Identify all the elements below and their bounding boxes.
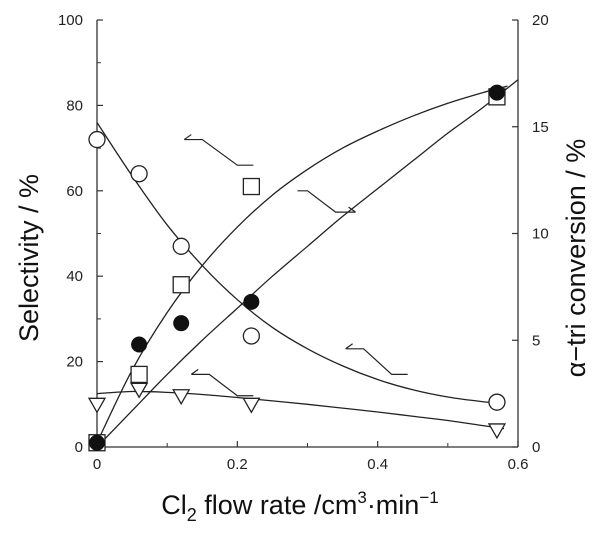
series-3-point <box>172 389 191 406</box>
annotation-arrow-3 <box>190 368 254 397</box>
series-0-point <box>488 393 506 411</box>
series-0-point <box>172 237 190 255</box>
series-3-curve <box>96 390 505 430</box>
series-0-point <box>242 327 261 345</box>
x-tick-label: 0.2 <box>227 456 248 473</box>
annotation-arrow-2 <box>345 343 408 376</box>
y-axis-title: Selectivity / % <box>14 174 44 342</box>
x-tick-label: 0 <box>93 456 101 473</box>
series-2-point <box>131 336 148 353</box>
y-tick-label: 100 <box>58 12 83 29</box>
y-tick-label: 20 <box>66 354 83 371</box>
series-0-point <box>88 130 106 149</box>
x-tick-label: 0.4 <box>367 456 388 473</box>
y2-tick-label: 20 <box>532 12 549 29</box>
series-2-point <box>488 84 505 101</box>
annotation-arrows <box>183 134 408 397</box>
series-3-point <box>129 382 149 399</box>
series-3-point <box>242 397 261 414</box>
fit-curves <box>96 79 519 448</box>
series-0-point <box>130 165 148 183</box>
y-tick-label: 0 <box>75 439 83 456</box>
annotation-arrow-0 <box>183 134 254 166</box>
y2-tick-label: 15 <box>532 119 549 136</box>
axes <box>96 20 519 448</box>
series-2-point <box>173 315 190 332</box>
x-axis-title-subscript: 2 <box>187 505 197 525</box>
series-1-curve <box>96 85 508 444</box>
data-points <box>87 84 507 452</box>
series-2-curve <box>96 79 519 448</box>
annotation-arrow-1 <box>297 190 356 213</box>
x-axis-title: Cl2 flow rate /cm3·min−1 <box>161 488 438 525</box>
y-tick-label: 60 <box>66 183 83 200</box>
x-axis-title-sup: 3 <box>357 488 366 507</box>
y2-tick-label: 0 <box>532 439 540 456</box>
tick-marks <box>96 19 519 448</box>
x-axis-title-mid: ·min <box>367 490 420 520</box>
x-axis-title-sup2: −1 <box>419 488 438 507</box>
y2-tick-label: 10 <box>532 226 549 243</box>
y-tick-label: 40 <box>66 268 83 285</box>
y-tick-label: 80 <box>66 97 83 114</box>
series-2-point <box>243 293 260 310</box>
series-3-point <box>87 397 107 414</box>
series-0-curve <box>96 122 505 405</box>
series-1-point <box>242 177 261 196</box>
y2-axis-title: α−tri conversion / % <box>561 139 591 377</box>
series-1-point <box>130 365 148 384</box>
x-tick-label: 0.6 <box>508 456 529 473</box>
y2-tick-label: 5 <box>532 332 540 349</box>
x-axis-title-rest: flow rate /cm <box>197 490 358 520</box>
x-axis-title-cl: Cl <box>161 490 187 520</box>
series-3-point <box>487 423 507 440</box>
series-1-point <box>172 276 190 294</box>
series-2-point <box>89 434 105 451</box>
